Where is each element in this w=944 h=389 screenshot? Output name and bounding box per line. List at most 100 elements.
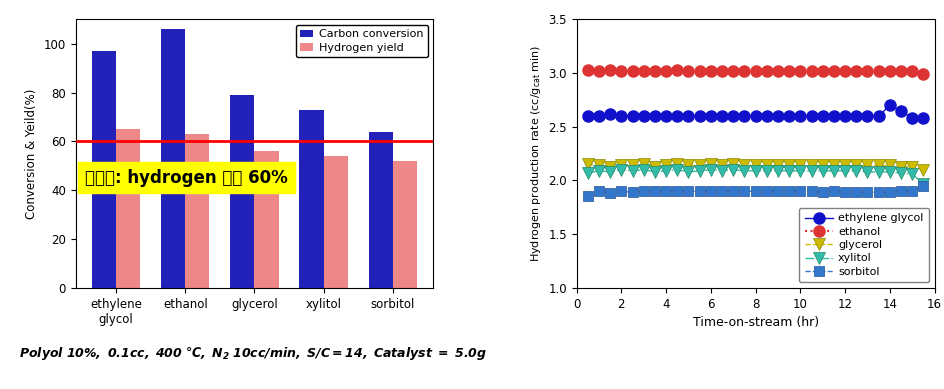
ethanol bbox=[739, 68, 750, 73]
ethanol bbox=[895, 68, 906, 73]
ethanol bbox=[615, 68, 627, 73]
sorbitol bbox=[594, 189, 605, 194]
ethanol bbox=[594, 68, 605, 73]
xylitol bbox=[851, 168, 862, 173]
sorbitol bbox=[761, 189, 772, 194]
xylitol bbox=[818, 168, 829, 173]
Bar bbox=[161, 29, 185, 288]
glycerol bbox=[862, 163, 873, 168]
sorbitol bbox=[784, 189, 795, 194]
ethylene glycol bbox=[761, 114, 772, 118]
sorbitol bbox=[615, 189, 627, 194]
ethanol bbox=[649, 68, 661, 73]
glycerol bbox=[828, 163, 839, 168]
ethylene glycol bbox=[750, 114, 761, 118]
xylitol bbox=[761, 168, 772, 173]
glycerol bbox=[750, 163, 761, 168]
sorbitol bbox=[918, 184, 929, 188]
ethylene glycol bbox=[739, 114, 750, 118]
xylitol bbox=[918, 181, 929, 186]
xylitol bbox=[638, 167, 649, 172]
xylitol bbox=[739, 168, 750, 173]
Y-axis label: Hydrogen production rate (cc/g$_\mathregular{cat}$ min): Hydrogen production rate (cc/g$_\mathreg… bbox=[529, 45, 543, 262]
Bar bbox=[324, 156, 348, 288]
xylitol bbox=[615, 167, 627, 172]
sorbitol bbox=[705, 189, 716, 194]
xylitol bbox=[728, 167, 739, 172]
xylitol bbox=[784, 168, 795, 173]
glycerol bbox=[739, 163, 750, 168]
xylitol bbox=[862, 170, 873, 174]
Bar bbox=[230, 95, 255, 288]
ethylene glycol bbox=[582, 114, 594, 118]
glycerol bbox=[895, 164, 906, 169]
xylitol bbox=[839, 168, 851, 173]
sorbitol bbox=[895, 189, 906, 194]
sorbitol bbox=[906, 189, 918, 194]
glycerol bbox=[615, 163, 627, 168]
sorbitol bbox=[716, 189, 728, 194]
ethylene glycol bbox=[638, 114, 649, 118]
X-axis label: Time-on-stream (hr): Time-on-stream (hr) bbox=[693, 316, 818, 329]
xylitol bbox=[649, 170, 661, 174]
xylitol bbox=[582, 171, 594, 175]
Line: ethylene glycol: ethylene glycol bbox=[582, 100, 929, 124]
glycerol bbox=[818, 163, 829, 168]
ethanol bbox=[694, 68, 705, 73]
ethanol bbox=[772, 68, 784, 73]
ethylene glycol bbox=[694, 114, 705, 118]
ethylene glycol bbox=[906, 116, 918, 121]
xylitol bbox=[694, 168, 705, 173]
ethanol bbox=[885, 68, 896, 73]
sorbitol bbox=[851, 190, 862, 194]
ethylene glycol bbox=[615, 114, 627, 118]
sorbitol bbox=[627, 190, 638, 194]
glycerol bbox=[638, 162, 649, 167]
Legend: ethylene glycol, ethanol, glycerol, xylitol, sorbitol: ethylene glycol, ethanol, glycerol, xyli… bbox=[800, 208, 929, 282]
ethanol bbox=[604, 68, 615, 72]
Bar bbox=[369, 132, 393, 288]
ethylene glycol bbox=[784, 114, 795, 118]
ethylene glycol bbox=[728, 114, 739, 118]
Bar bbox=[92, 51, 116, 288]
xylitol bbox=[594, 168, 605, 173]
sorbitol bbox=[604, 191, 615, 196]
sorbitol bbox=[728, 189, 739, 194]
sorbitol bbox=[795, 189, 806, 194]
sorbitol bbox=[828, 189, 839, 194]
ethylene glycol bbox=[828, 114, 839, 118]
ethylene glycol bbox=[918, 116, 929, 121]
ethylene glycol bbox=[873, 114, 885, 118]
glycerol bbox=[761, 163, 772, 168]
ethylene glycol bbox=[716, 114, 728, 118]
ethanol bbox=[705, 68, 716, 73]
xylitol bbox=[716, 168, 728, 173]
ethylene glycol bbox=[661, 114, 672, 118]
glycerol bbox=[649, 164, 661, 169]
ethanol bbox=[839, 68, 851, 73]
ethylene glycol bbox=[885, 103, 896, 108]
xylitol bbox=[828, 168, 839, 173]
Line: glycerol: glycerol bbox=[582, 159, 929, 175]
ethanol bbox=[750, 68, 761, 73]
ethanol bbox=[818, 68, 829, 73]
xylitol bbox=[906, 172, 918, 176]
ethanol bbox=[582, 68, 594, 72]
glycerol bbox=[772, 163, 784, 168]
sorbitol bbox=[671, 189, 683, 194]
ethylene glycol bbox=[851, 114, 862, 118]
glycerol bbox=[795, 163, 806, 168]
ethylene glycol bbox=[671, 114, 683, 118]
glycerol bbox=[683, 163, 694, 168]
ethanol bbox=[851, 68, 862, 73]
ethanol bbox=[795, 68, 806, 73]
ethanol bbox=[683, 68, 694, 73]
ethylene glycol bbox=[862, 114, 873, 118]
Text: 목표치: hydrogen 수율 60%: 목표치: hydrogen 수율 60% bbox=[85, 169, 288, 187]
ethanol bbox=[671, 68, 683, 72]
xylitol bbox=[795, 168, 806, 173]
glycerol bbox=[918, 167, 929, 172]
Y-axis label: Conversion & Yeild(%): Conversion & Yeild(%) bbox=[25, 88, 38, 219]
xylitol bbox=[750, 168, 761, 173]
ethylene glycol bbox=[705, 114, 716, 118]
